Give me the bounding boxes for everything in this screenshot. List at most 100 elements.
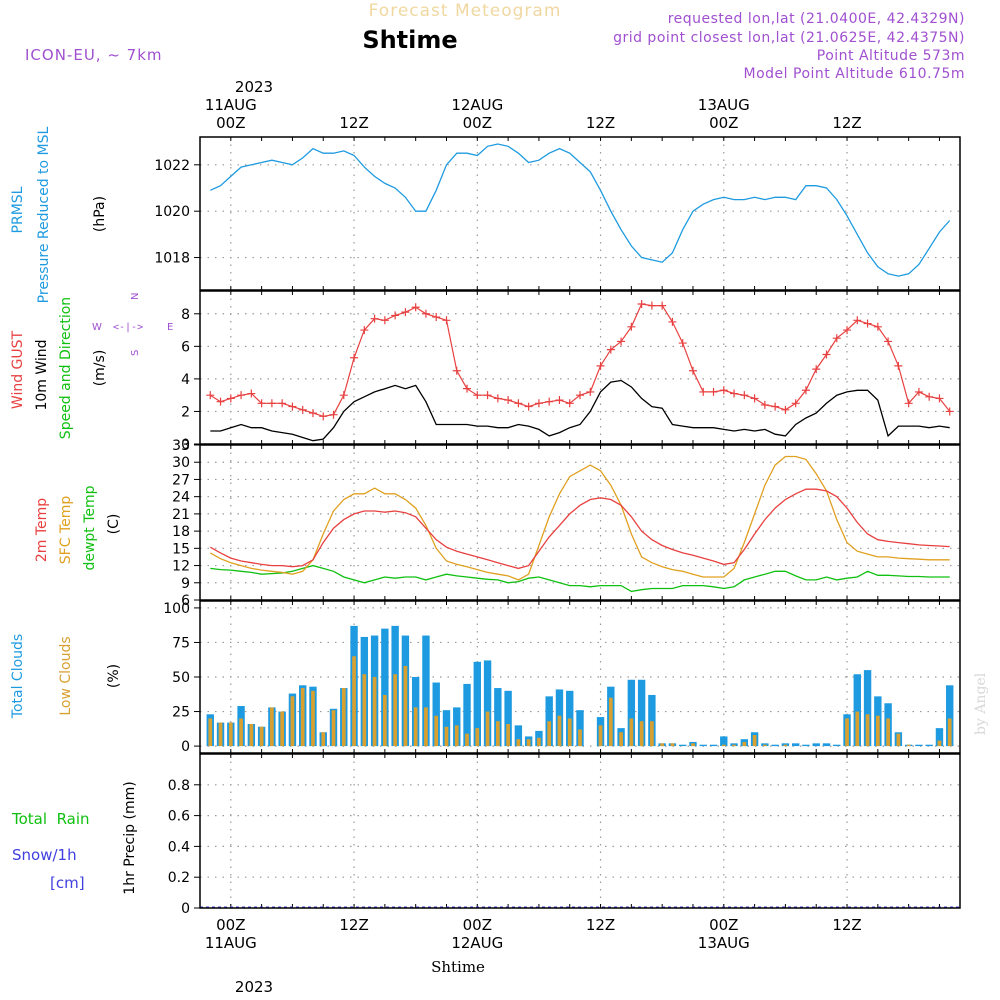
panel-4: 0 0.2 0.4 0.6 0.8 [168, 753, 961, 917]
ytick-label: 2 [181, 404, 190, 420]
gust-marker [586, 387, 595, 396]
low-cloud-bar [937, 740, 942, 747]
top-date-label: 11AUG [205, 96, 257, 114]
low-cloud-bar [424, 707, 428, 747]
top-hour-label: 00Z [709, 114, 738, 132]
temp-2m-line [209, 488, 950, 570]
ytick-label: 0.2 [168, 870, 190, 886]
low-cloud-bar [752, 735, 757, 747]
total-cloud-bar [504, 690, 512, 747]
ytick-label: 0.8 [168, 778, 190, 794]
ytick-label: 0 [181, 901, 190, 917]
gust-marker [873, 322, 882, 331]
low-cloud-bar [300, 688, 305, 747]
location-title: Shtime [362, 26, 457, 54]
low-cloud-bar [352, 656, 356, 747]
total-cloud-bar [627, 679, 636, 747]
gust-marker [206, 391, 215, 400]
temp-panel-labels: 2m Temp SFC Temp dewpt Temp (C) [34, 485, 122, 570]
ytick-label: 33 [172, 438, 190, 454]
pressure-msl-label: Pressure Reduced to MSL [36, 126, 52, 303]
ytick-label: 6 [181, 339, 190, 355]
gust-marker [483, 391, 492, 400]
gust-marker [801, 386, 810, 395]
total-cloud-bar [576, 710, 584, 747]
gust-marker [935, 394, 944, 403]
ytick-label: 1022 [154, 158, 190, 174]
top-hour-label: 12Z [586, 114, 615, 132]
gust-marker [709, 387, 718, 396]
clouds-unit: (%) [106, 664, 122, 688]
ytick-label: 100 [163, 601, 190, 617]
low-cloud-bar [311, 690, 315, 747]
gust-marker [339, 391, 348, 400]
low-cloud-bar [485, 711, 490, 747]
low-cloud-bar [218, 722, 223, 747]
grid-point-coords: grid point closest lon,lat (21.0625E, 42… [613, 30, 965, 46]
gust-marker [391, 311, 400, 320]
gust-marker [853, 316, 862, 325]
total-cloud-bar [791, 743, 800, 747]
total-cloud-bar [935, 728, 944, 747]
snow-unit-label: [cm] [50, 874, 85, 892]
temp-2m-label: 2m Temp [34, 498, 50, 562]
gust-marker [514, 399, 523, 408]
wind-unit: (m/s) [92, 350, 108, 387]
ytick-label: 21 [172, 507, 190, 523]
low-cloud-bar [721, 744, 726, 747]
ytick-label: 0 [181, 437, 190, 453]
total-cloud-bar [822, 743, 831, 747]
low-cloud-bar [557, 715, 562, 747]
gust-marker [452, 366, 461, 375]
ytick-label: 9 [181, 576, 190, 592]
gust-marker [442, 316, 451, 325]
bottom-year-label: 2023 [235, 978, 273, 996]
total-cloud-bar [720, 736, 728, 747]
gust-marker [298, 405, 307, 414]
requested-coords: requested lon,lat (21.0400E, 42.4329N) [668, 11, 965, 27]
low-cloud-bar [208, 718, 213, 747]
sfc-temp-label: SFC Temp [58, 496, 74, 565]
low-cloud-bar [228, 722, 233, 747]
low-cloud-bar [578, 729, 582, 747]
panel-3: 0 25 50 75 100 [163, 600, 961, 755]
top-hour-label: 12Z [339, 114, 368, 132]
top-hour-label: 00Z [216, 114, 245, 132]
ytick-label: 15 [172, 541, 190, 557]
gust-marker [370, 314, 379, 323]
total-cloud-bar [709, 744, 718, 747]
total-cloud-bar [483, 660, 492, 747]
gust-marker [545, 397, 554, 406]
ytick-label: 0.6 [168, 809, 190, 825]
gust-marker [925, 392, 934, 401]
low-cloud-bar [259, 726, 264, 747]
gust-marker [350, 353, 359, 362]
gust-marker [822, 350, 831, 359]
low-cloud-bar [444, 726, 449, 747]
ytick-label: 0 [181, 739, 190, 755]
low-cloud-bar [906, 744, 911, 747]
bottom-hour-label: 12Z [339, 916, 368, 934]
top-hour-label: 12Z [832, 114, 861, 132]
low-cloud-bar [855, 711, 860, 747]
low-cloud-bar [454, 725, 459, 747]
low-cloud-bar [639, 721, 644, 747]
total-rain-label: Total Rain [11, 810, 90, 828]
gust-marker [319, 412, 328, 421]
bottom-location-label: Shtime [431, 958, 485, 976]
gust-marker [463, 384, 472, 393]
ytick-label: 1020 [154, 204, 190, 220]
prmsl-line [210, 143, 951, 277]
top-hour-label: 00Z [463, 114, 492, 132]
low-cloud-bar [537, 737, 541, 747]
total-cloud-bar [915, 744, 923, 747]
gust-marker [576, 391, 584, 400]
ytick-label: 8 [181, 307, 190, 323]
total-cloud-bar [648, 694, 656, 747]
gust-marker [401, 308, 410, 317]
panel-1: 0 2 4 6 8 [181, 290, 961, 453]
total-cloud-bar [802, 744, 810, 747]
low-cloud-bar [608, 697, 613, 747]
snow-label: Snow/1h [12, 846, 77, 864]
low-cloud-bar [465, 733, 469, 747]
